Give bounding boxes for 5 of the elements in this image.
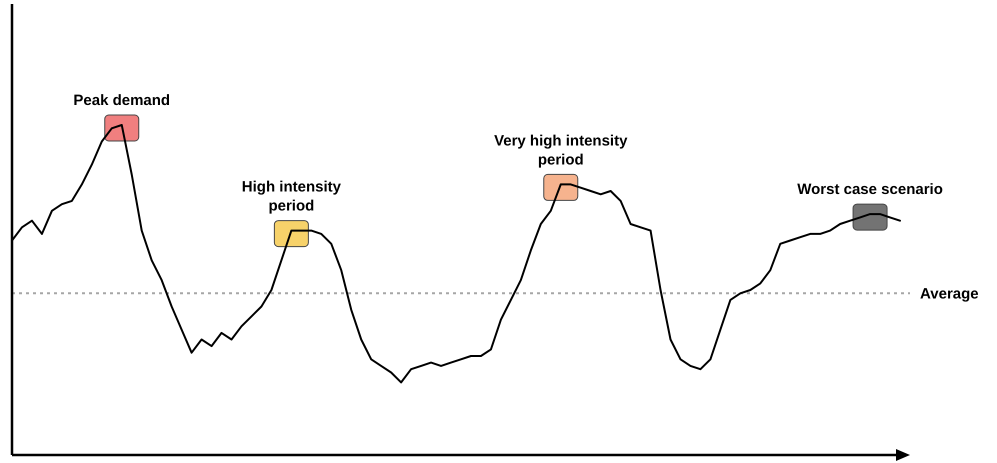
annotation: Very high intensity period (494, 132, 628, 168)
text: Peak demand (73, 92, 170, 109)
annotation: High intensity period (242, 178, 342, 215)
annotation: Worst case scenario (797, 181, 943, 198)
ref-line-label: Average (920, 285, 979, 302)
